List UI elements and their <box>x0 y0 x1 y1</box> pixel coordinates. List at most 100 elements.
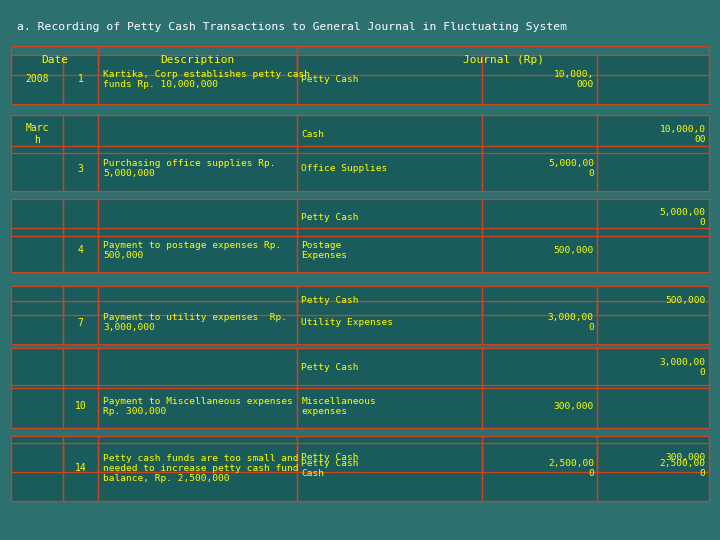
Bar <box>598 115 709 153</box>
Bar <box>11 115 63 153</box>
Bar <box>63 301 98 345</box>
Bar <box>11 46 98 75</box>
Bar <box>598 436 709 501</box>
Bar <box>11 146 63 191</box>
Bar <box>297 301 482 345</box>
Text: Petty Cash: Petty Cash <box>302 75 359 84</box>
Text: Petty Cash: Petty Cash <box>302 453 359 462</box>
Bar <box>598 301 709 345</box>
Bar <box>11 199 63 235</box>
Bar <box>297 286 482 315</box>
Bar <box>297 384 482 428</box>
Bar <box>98 436 297 501</box>
Bar <box>63 199 98 235</box>
Bar <box>98 384 297 428</box>
Bar <box>11 55 63 104</box>
Text: Payment to postage expenses Rp.
500,000: Payment to postage expenses Rp. 500,000 <box>103 240 282 260</box>
Bar <box>297 436 482 501</box>
Bar <box>297 55 482 104</box>
Bar <box>11 146 63 191</box>
Text: Description: Description <box>161 56 235 65</box>
Bar <box>482 348 598 388</box>
Bar <box>98 301 297 345</box>
Bar <box>63 55 98 104</box>
Bar <box>98 115 297 153</box>
Text: Kartika, Corp establishes petty cash
funds Rp. 10,000,000: Kartika, Corp establishes petty cash fun… <box>103 70 310 89</box>
Bar <box>63 286 98 315</box>
Bar <box>63 301 98 345</box>
Bar <box>598 348 709 388</box>
Text: 500,000: 500,000 <box>665 296 706 305</box>
Bar <box>98 286 297 315</box>
Text: 3,000,00
0: 3,000,00 0 <box>660 358 706 377</box>
Bar <box>297 442 482 471</box>
Bar <box>98 228 297 272</box>
Bar <box>482 146 598 191</box>
Bar <box>297 55 482 104</box>
Bar <box>482 301 598 345</box>
Bar <box>297 146 482 191</box>
Bar <box>297 436 482 501</box>
Text: 3: 3 <box>78 164 84 174</box>
Bar <box>63 384 98 428</box>
Bar <box>482 228 598 272</box>
Text: 300,000: 300,000 <box>554 402 594 411</box>
Text: Journal (Rp): Journal (Rp) <box>463 56 544 65</box>
Bar <box>63 348 98 388</box>
Text: 2,500,00
0: 2,500,00 0 <box>548 459 594 478</box>
Bar <box>11 301 63 345</box>
Text: Petty Cash
Cash: Petty Cash Cash <box>302 459 359 478</box>
Bar <box>98 442 297 471</box>
Bar <box>297 199 482 235</box>
Text: 7: 7 <box>78 318 84 328</box>
Bar <box>598 146 709 191</box>
Bar <box>98 348 297 388</box>
Bar <box>63 228 98 272</box>
Bar <box>297 228 482 272</box>
Text: 3,000,00
0: 3,000,00 0 <box>548 313 594 332</box>
Bar <box>297 286 482 315</box>
Bar <box>297 384 482 428</box>
Bar <box>11 115 63 153</box>
Bar <box>297 228 482 272</box>
Text: Payment to Miscellaneous expenses
Rp. 300,000: Payment to Miscellaneous expenses Rp. 30… <box>103 397 293 416</box>
Text: 10,000,0
00: 10,000,0 00 <box>660 125 706 144</box>
Bar <box>598 146 709 191</box>
Bar <box>598 115 709 153</box>
Bar <box>598 55 709 104</box>
Bar <box>98 384 297 428</box>
Bar <box>482 115 598 153</box>
Text: 2008: 2008 <box>25 75 49 84</box>
Bar <box>98 115 297 153</box>
Bar <box>598 199 709 235</box>
Text: Cash: Cash <box>302 130 325 139</box>
Bar <box>482 115 598 153</box>
Bar <box>11 286 63 315</box>
Bar <box>598 286 709 315</box>
Bar <box>598 301 709 345</box>
Text: Postage
Expenses: Postage Expenses <box>302 240 348 260</box>
Text: Petty Cash: Petty Cash <box>302 363 359 372</box>
Bar <box>482 146 598 191</box>
Bar <box>63 442 98 471</box>
Bar <box>482 436 598 501</box>
Bar <box>63 146 98 191</box>
Bar <box>11 436 63 501</box>
Bar <box>63 199 98 235</box>
Bar <box>11 228 63 272</box>
Text: 10: 10 <box>75 401 86 411</box>
Bar <box>98 436 297 501</box>
Bar <box>63 436 98 501</box>
Text: Purchasing office supplies Rp.
5,000,000: Purchasing office supplies Rp. 5,000,000 <box>103 159 276 178</box>
Bar <box>598 442 709 471</box>
Bar <box>63 442 98 471</box>
Bar <box>297 199 482 235</box>
Text: 300,000: 300,000 <box>665 453 706 462</box>
Text: Date: Date <box>41 56 68 65</box>
Text: 14: 14 <box>75 463 86 474</box>
Text: Marc
h: Marc h <box>25 124 49 145</box>
Bar <box>482 228 598 272</box>
Bar <box>482 199 598 235</box>
Text: 1: 1 <box>78 75 84 84</box>
Bar <box>11 55 63 104</box>
